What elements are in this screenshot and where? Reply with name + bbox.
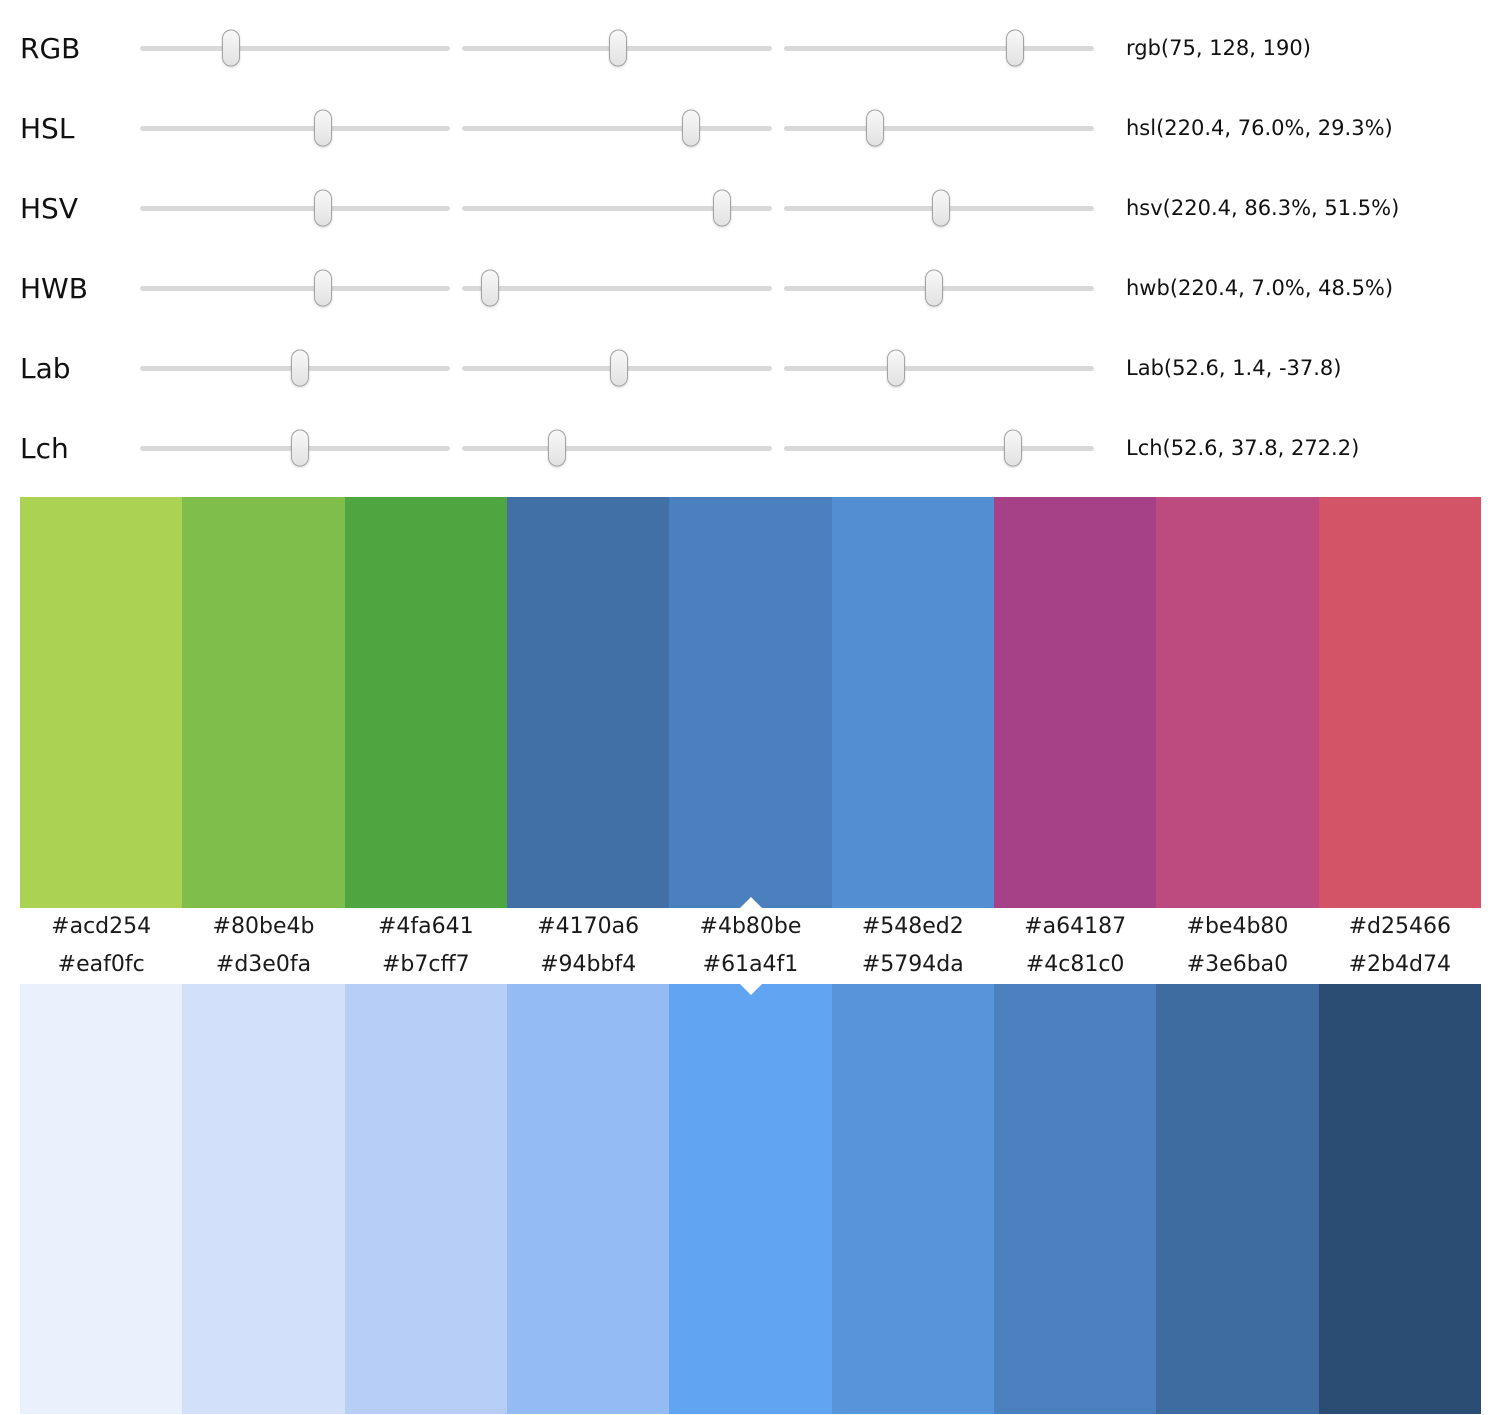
- hue-swatch[interactable]: [1156, 497, 1319, 908]
- rgb-slider-track-1[interactable]: [140, 29, 450, 67]
- hwb-slider-track-1[interactable]: [140, 269, 450, 307]
- hue-palette: [20, 497, 1481, 908]
- hue-swatch[interactable]: [993, 497, 1157, 908]
- hwb-slider-thumb-1[interactable]: [313, 269, 332, 307]
- hex-label: #d25466: [1348, 914, 1451, 939]
- hue-hex-label-row: #acd254 #80be4b #4fa641 #4170a6 #4b80be …: [20, 908, 1481, 946]
- hex-label: #acd254: [51, 914, 152, 939]
- hwb-slider-track-3[interactable]: [784, 269, 1094, 307]
- rgb-slider-thumb-1[interactable]: [222, 29, 241, 67]
- colorspace-label-lab: Lab: [20, 351, 71, 385]
- slider-row-rgb: RGB rgb(75, 128, 190): [20, 8, 1481, 88]
- slider-row-lab: Lab Lab(52.6, 1.4, -37.8): [20, 328, 1481, 408]
- rgb-slider-track-2[interactable]: [462, 29, 772, 67]
- rgb-slider-thumb-3[interactable]: [1005, 29, 1024, 67]
- shade-swatch[interactable]: [831, 984, 994, 1414]
- hue-swatch[interactable]: [669, 497, 832, 908]
- shade-swatch[interactable]: [506, 984, 670, 1414]
- shade-swatch[interactable]: [20, 984, 183, 1414]
- lch-slider-thumb-1[interactable]: [290, 429, 309, 467]
- shade-swatch[interactable]: [669, 984, 832, 1414]
- shade-swatch[interactable]: [1318, 984, 1481, 1414]
- colorspace-label-lch: Lch: [20, 431, 69, 465]
- hsv-value-label: hsv(220.4, 86.3%, 51.5%): [1126, 196, 1400, 220]
- slider-row-hsl: HSL hsl(220.4, 76.0%, 29.3%): [20, 88, 1481, 168]
- hsv-slider-thumb-3[interactable]: [931, 189, 950, 227]
- hsl-slider-track-2[interactable]: [462, 109, 772, 147]
- hwb-slider-track-2[interactable]: [462, 269, 772, 307]
- rgb-slider-thumb-2[interactable]: [608, 29, 627, 67]
- hsv-slider-track-1[interactable]: [140, 189, 450, 227]
- rgb-value-label: rgb(75, 128, 190): [1126, 36, 1311, 60]
- colorspace-label-hsl: HSL: [20, 111, 75, 145]
- lab-slider-track-3[interactable]: [784, 349, 1094, 387]
- colorspace-label-hwb: HWB: [20, 271, 88, 305]
- selected-shade-caret-icon: [739, 984, 762, 995]
- hex-label: #4b80be: [699, 914, 802, 939]
- hex-label: #4c81c0: [1025, 952, 1125, 977]
- hsl-slider-thumb-3[interactable]: [866, 109, 885, 147]
- selected-hue-caret-icon: [739, 897, 762, 908]
- shade-hex-label-row: #eaf0fc #d3e0fa #b7cff7 #94bbf4 #61a4f1 …: [20, 946, 1481, 984]
- hwb-value-label: hwb(220.4, 7.0%, 48.5%): [1126, 276, 1394, 300]
- lch-slider-track-1[interactable]: [140, 429, 450, 467]
- lch-value-label: Lch(52.6, 37.8, 272.2): [1126, 436, 1360, 460]
- shade-swatch[interactable]: [182, 984, 345, 1414]
- hex-label: #a64187: [1024, 914, 1127, 939]
- lab-slider-thumb-2[interactable]: [610, 349, 629, 387]
- shade-swatch[interactable]: [344, 984, 507, 1414]
- hsv-slider-track-3[interactable]: [784, 189, 1094, 227]
- hsl-slider-thumb-1[interactable]: [313, 109, 332, 147]
- hue-swatch[interactable]: [1318, 497, 1481, 908]
- hex-label: #b7cff7: [381, 952, 470, 977]
- slider-row-hwb: HWB hwb(220.4, 7.0%, 48.5%): [20, 248, 1481, 328]
- hue-swatch[interactable]: [344, 497, 507, 908]
- hex-label: #548ed2: [861, 914, 964, 939]
- rgb-slider-track-3[interactable]: [784, 29, 1094, 67]
- hex-label: #5794da: [861, 952, 964, 977]
- colorspace-label-rgb: RGB: [20, 31, 81, 65]
- lch-slider-thumb-2[interactable]: [547, 429, 566, 467]
- hsv-slider-track-2[interactable]: [462, 189, 772, 227]
- hue-swatch[interactable]: [831, 497, 994, 908]
- slider-section: RGB rgb(75, 128, 190) HSL hsl(220: [20, 0, 1481, 488]
- lab-value-label: Lab(52.6, 1.4, -37.8): [1126, 356, 1342, 380]
- shade-palette: [20, 984, 1481, 1414]
- slider-row-hsv: HSV hsv(220.4, 86.3%, 51.5%): [20, 168, 1481, 248]
- hue-swatch[interactable]: [506, 497, 670, 908]
- hex-label: #eaf0fc: [57, 952, 145, 977]
- colorspace-label-hsv: HSV: [20, 191, 78, 225]
- lab-slider-thumb-1[interactable]: [290, 349, 309, 387]
- lab-slider-thumb-3[interactable]: [886, 349, 905, 387]
- hex-label: #d3e0fa: [215, 952, 312, 977]
- hsl-value-label: hsl(220.4, 76.0%, 29.3%): [1126, 116, 1393, 140]
- lch-slider-thumb-3[interactable]: [1004, 429, 1023, 467]
- hex-label: #94bbf4: [540, 952, 637, 977]
- hsv-slider-thumb-2[interactable]: [713, 189, 732, 227]
- hsl-slider-thumb-2[interactable]: [682, 109, 701, 147]
- hex-label: #4fa641: [377, 914, 474, 939]
- lch-slider-track-3[interactable]: [784, 429, 1094, 467]
- hsl-slider-track-1[interactable]: [140, 109, 450, 147]
- hue-swatch[interactable]: [20, 497, 183, 908]
- hex-label: #61a4f1: [702, 952, 799, 977]
- hsv-slider-thumb-1[interactable]: [313, 189, 332, 227]
- hue-swatch[interactable]: [182, 497, 345, 908]
- hsl-slider-track-3[interactable]: [784, 109, 1094, 147]
- hwb-slider-thumb-2[interactable]: [480, 269, 499, 307]
- lab-slider-track-1[interactable]: [140, 349, 450, 387]
- hex-label: #4170a6: [537, 914, 640, 939]
- shade-swatch[interactable]: [993, 984, 1157, 1414]
- slider-row-lch: Lch Lch(52.6, 37.8, 272.2): [20, 408, 1481, 488]
- lch-slider-track-2[interactable]: [462, 429, 772, 467]
- hex-label: #2b4d74: [1348, 952, 1451, 977]
- lab-slider-track-2[interactable]: [462, 349, 772, 387]
- hex-label: #be4b80: [1186, 914, 1289, 939]
- shade-swatch[interactable]: [1156, 984, 1319, 1414]
- hex-label: #80be4b: [212, 914, 315, 939]
- hwb-slider-thumb-3[interactable]: [925, 269, 944, 307]
- hex-label: #3e6ba0: [1186, 952, 1289, 977]
